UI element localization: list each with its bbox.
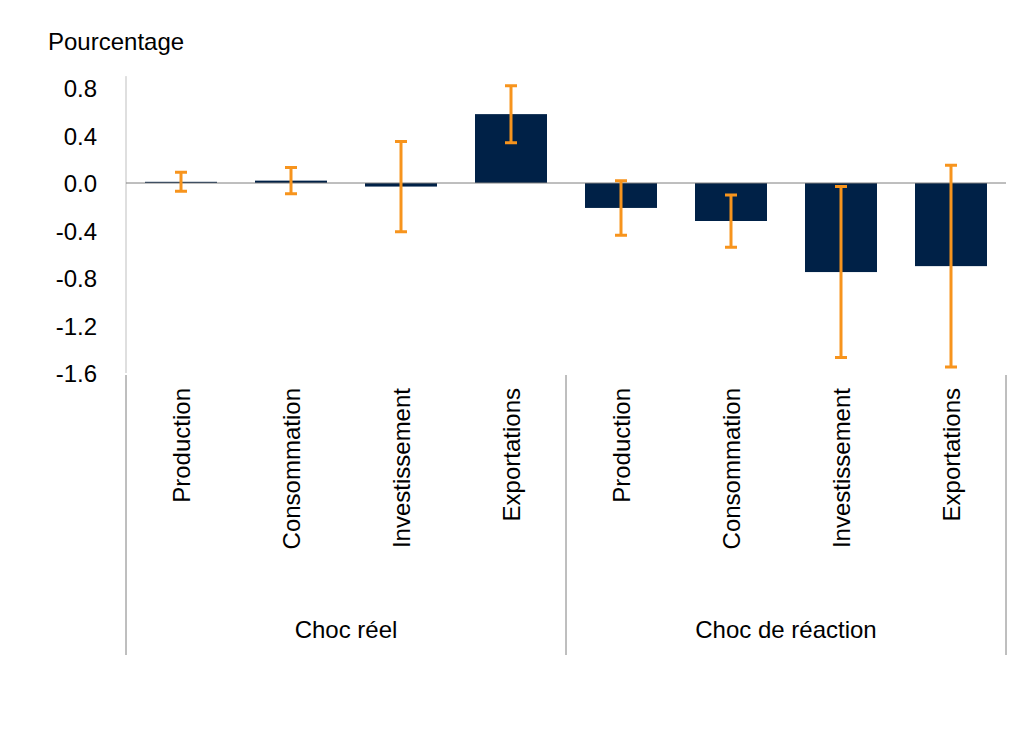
x-tick-label: Exportations (938, 388, 965, 521)
error-bar (615, 181, 627, 236)
y-tick-label: -0.8 (56, 265, 97, 292)
y-tick-label: 0.4 (64, 123, 97, 150)
error-bar (395, 141, 407, 231)
y-tick-label: -1.6 (56, 360, 97, 387)
error-bar (175, 172, 187, 191)
zero-line (126, 183, 1006, 184)
y-tick-label: 0.8 (64, 75, 97, 102)
chart: Pourcentage 0.8 0.4 0.0 -0.4 -0.8 -1.2 -1.6 Prod… (0, 0, 1024, 730)
x-tick-label: Consommation (718, 388, 745, 549)
group-separator (566, 375, 567, 655)
error-bar (505, 86, 517, 143)
y-tick-label: 0.0 (64, 170, 97, 197)
group-separator (126, 375, 127, 655)
error-bars (175, 86, 957, 367)
error-bar (725, 195, 737, 247)
y-axis-label: Pourcentage (48, 28, 184, 55)
x-tick-label: Investissement (828, 388, 855, 548)
error-bar (835, 187, 847, 358)
x-tick-label: Production (608, 388, 635, 503)
error-bar (285, 168, 297, 194)
bars (145, 114, 987, 272)
group-separator (1006, 375, 1007, 655)
x-tick-label: Production (168, 388, 195, 503)
group-label: Choc réel (295, 616, 398, 643)
x-tick-label: Investissement (388, 388, 415, 548)
y-tick-label: -0.4 (56, 218, 97, 245)
group-label: Choc de réaction (695, 616, 876, 643)
y-tick-label: -1.2 (56, 313, 97, 340)
x-tick-label: Consommation (278, 388, 305, 549)
y-axis-line (126, 76, 127, 373)
error-bar (945, 165, 957, 367)
x-tick-label: Exportations (498, 388, 525, 521)
